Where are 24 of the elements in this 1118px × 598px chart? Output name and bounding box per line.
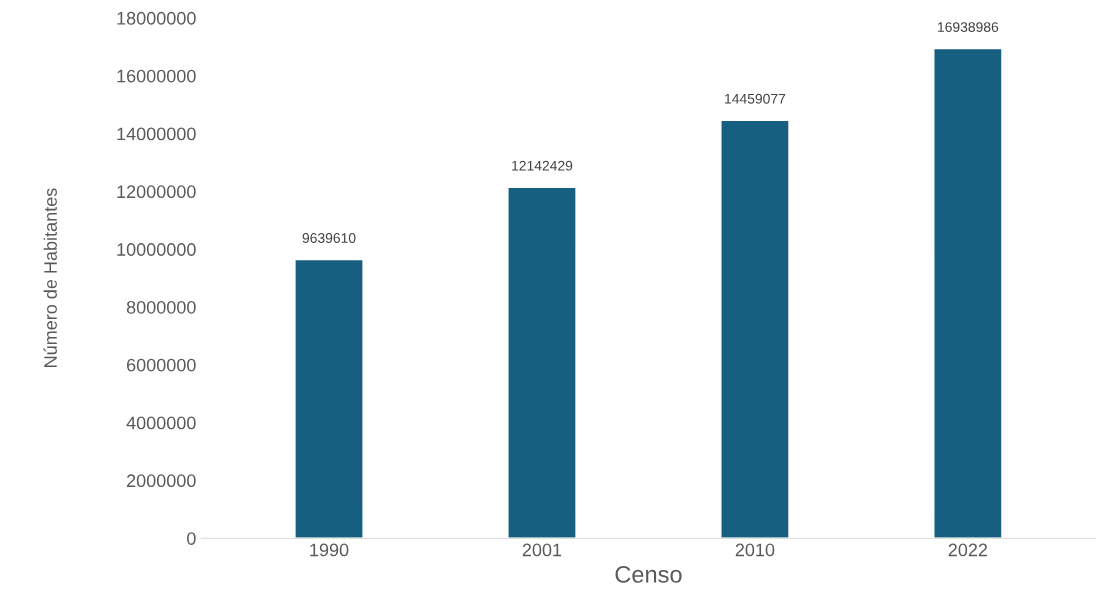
x-tick-label: 2010 [735,543,775,557]
y-tick-label: 16000000 [117,69,196,83]
y-tick-label: 4000000 [126,416,196,430]
y-tick-label: 8000000 [126,300,196,314]
y-tick-label: 14000000 [117,127,196,141]
data-label: 14459077 [725,93,786,104]
bar [294,258,364,539]
y-tick-label: 18000000 [117,11,196,25]
y-tick-label: 10000000 [117,243,196,256]
data-label: 12142429 [512,160,573,171]
y-tick-label: 6000000 [127,358,196,372]
x-tick-label: 2001 [522,543,562,557]
x-tick-label: 2022 [948,543,988,557]
y-tick-label: 0 [187,532,196,545]
bar [933,47,1003,539]
x-axis-title: Censo [615,566,682,583]
y-tick-label: 2000000 [127,474,196,488]
bar [507,186,577,539]
y-axis-title: Número de Habitantes [43,188,57,367]
data-label: 16938986 [938,22,999,32]
x-tick-label: 1990 [310,543,349,557]
y-tick-label: 12000000 [117,185,196,199]
bar [720,119,790,539]
data-label: 9639610 [302,233,356,243]
